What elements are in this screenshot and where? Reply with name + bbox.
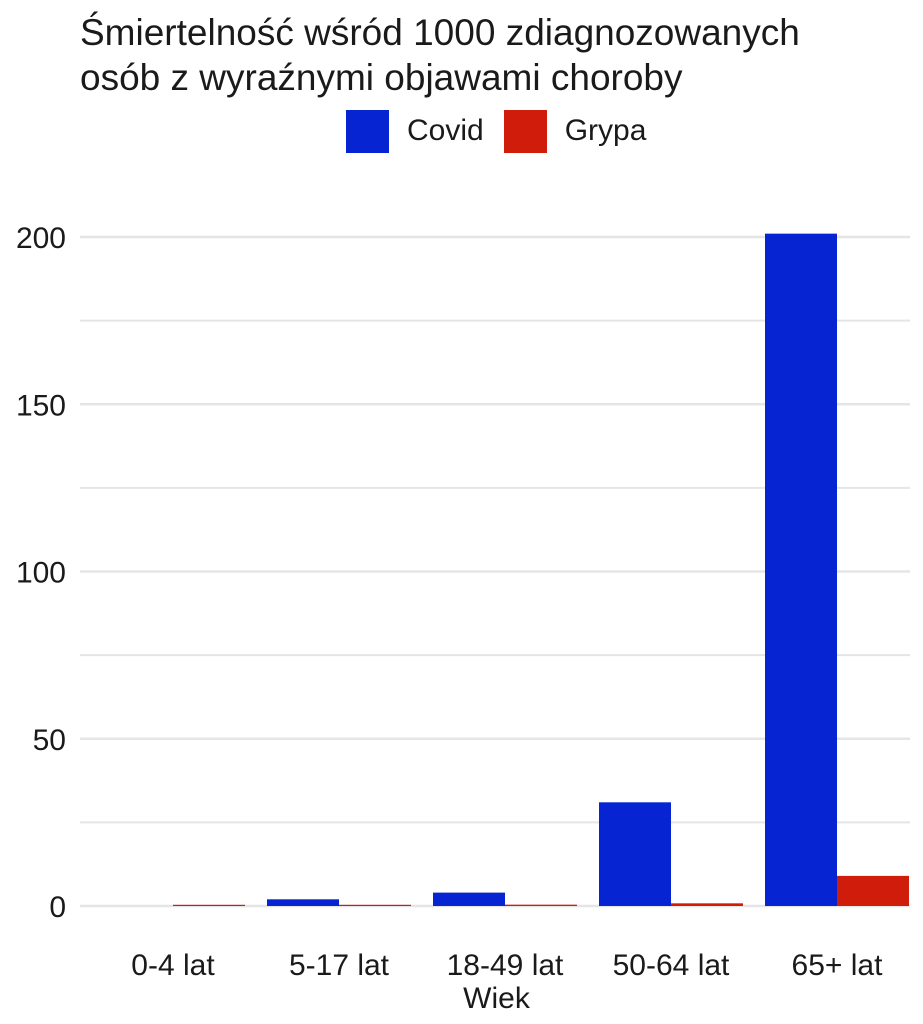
y-tick-label: 0 <box>49 891 66 924</box>
bar-covid <box>599 802 671 906</box>
x-axis-label: Wiek <box>463 982 530 1015</box>
bar-grypa <box>173 904 245 906</box>
x-tick-label: 50-64 lat <box>613 949 730 982</box>
legend-label-covid: Covid <box>407 114 484 147</box>
bar-grypa <box>837 875 909 906</box>
bar-covid <box>267 899 339 906</box>
legend-swatch-grypa <box>503 109 547 153</box>
y-tick-label: 50 <box>33 724 66 757</box>
legend-item-grypa: Grypa <box>503 109 647 153</box>
bar-covid <box>765 233 837 906</box>
x-tick-label: 5-17 lat <box>289 949 390 982</box>
x-tick-label: 65+ lat <box>792 949 884 982</box>
x-tick-label: 0-4 lat <box>131 949 215 982</box>
x-tick-label: 18-49 lat <box>447 949 564 982</box>
bar-grypa <box>339 904 411 906</box>
legend-label-grypa: Grypa <box>564 114 647 147</box>
legend: Covid Grypa <box>346 109 666 153</box>
y-tick-label: 100 <box>16 557 66 590</box>
legend-item-covid: Covid <box>346 109 484 153</box>
y-tick-label: 200 <box>16 222 66 255</box>
bar-covid <box>433 892 505 906</box>
bar-grypa <box>671 903 743 906</box>
y-tick-label: 150 <box>16 389 66 422</box>
chart-title: Śmiertelność wśród 1000 zdiagnozowanych … <box>80 12 800 98</box>
legend-swatch-covid <box>346 109 389 153</box>
bar-grypa <box>505 904 577 906</box>
